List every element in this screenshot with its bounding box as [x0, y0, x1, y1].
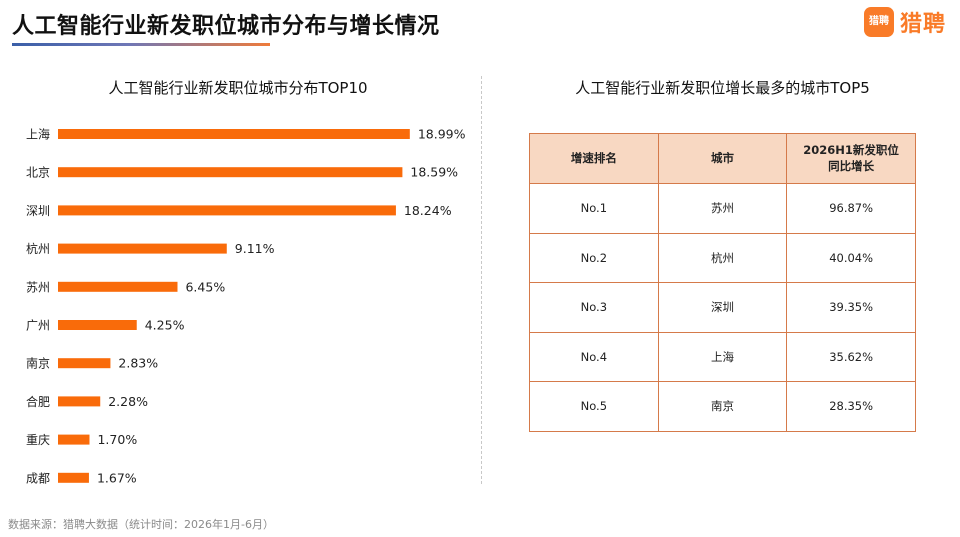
category-label: 重庆: [26, 433, 50, 447]
bar-chart: 上海 18.99% 北京 18.59% 深圳 18.24% 杭州 9.11% 苏州 6.45% 广州…: [26, 127, 466, 486]
bar: [58, 281, 178, 292]
value-label: 1.67%: [97, 470, 137, 485]
growth-cell: 96.87%: [786, 183, 916, 234]
title-underline: [12, 43, 270, 46]
table-row: No.2 杭州 40.04%: [529, 232, 916, 283]
chart-title: 人工智能行业新发职位城市分布TOP10: [108, 79, 368, 97]
table-header-row: 增速排名 城市 2026H1新发职位 同比增长: [529, 133, 916, 184]
city-cell: 深圳: [657, 282, 788, 333]
bar: [58, 434, 90, 445]
rank-cell: No.2: [529, 232, 659, 283]
growth-cell: 39.35%: [786, 282, 916, 333]
city-cell: 南京: [657, 381, 788, 432]
section-divider: [481, 76, 482, 484]
value-label: 9.11%: [235, 241, 275, 256]
header-city-label: 城市: [710, 150, 734, 165]
category-label: 广州: [26, 319, 50, 333]
bar: [58, 129, 410, 139]
header-rank: 增速排名: [529, 133, 659, 184]
value-label: 2.28%: [108, 394, 148, 409]
category-label: 北京: [26, 166, 50, 180]
rank-cell: No.5: [529, 381, 659, 432]
bar: [58, 320, 137, 330]
city-cell: 上海: [657, 331, 788, 382]
table-row: No.5 南京 28.35%: [529, 381, 916, 432]
value-label: 1.70%: [97, 432, 137, 447]
category-label: 合肥: [26, 394, 50, 409]
brand-name: 猎聘: [899, 12, 946, 37]
growth-cell: 40.04%: [786, 232, 916, 283]
table-row: No.1 苏州 96.87%: [529, 183, 916, 234]
category-label: 成都: [26, 471, 50, 485]
table-title: 人工智能行业新发职位增长最多的城市TOP5: [575, 79, 870, 97]
data-source-note: 数据来源：猎聘大数据（统计时间：2026年1月-6月）: [8, 518, 274, 531]
table-row: No.4 上海 35.62%: [529, 331, 916, 382]
category-label: 上海: [26, 127, 50, 142]
brand-logo: 猎聘 猎聘: [863, 6, 946, 38]
value-label: 6.45%: [185, 279, 225, 294]
city-cell: 杭州: [657, 232, 788, 283]
bar: [58, 396, 101, 407]
category-label: 南京: [26, 356, 50, 371]
value-label: 18.24%: [404, 203, 452, 218]
header-city: 城市: [657, 133, 788, 184]
page-title: 人工智能行业新发职位城市分布与增长情况: [12, 14, 440, 39]
value-label: 4.25%: [145, 318, 185, 333]
header-growth-label-line1: 2026H1新发职位: [803, 142, 899, 157]
rank-cell: No.1: [529, 183, 659, 234]
growth-cell: 35.62%: [786, 331, 916, 382]
value-label: 18.59%: [410, 165, 458, 180]
value-label: 2.83%: [118, 356, 158, 371]
bar: [58, 472, 89, 483]
growth-ranking-table: 增速排名 城市 2026H1新发职位 同比增长 No.1 苏州 96.87% N…: [529, 133, 916, 432]
category-label: 深圳: [26, 204, 50, 218]
category-label: 杭州: [26, 241, 50, 256]
bar: [58, 358, 111, 369]
table-row: No.3 深圳 39.35%: [529, 282, 916, 333]
header-growth: 2026H1新发职位 同比增长: [786, 133, 916, 184]
city-cell: 苏州: [657, 183, 788, 234]
brand-badge-icon: 猎聘: [863, 7, 894, 37]
header-rank-label: 增速排名: [570, 150, 617, 165]
bar: [58, 205, 396, 216]
value-label: 18.99%: [418, 127, 466, 142]
bar: [58, 167, 403, 178]
growth-cell: 28.35%: [786, 381, 916, 432]
category-label: 苏州: [26, 280, 50, 294]
rank-cell: No.4: [529, 331, 659, 382]
rank-cell: No.3: [529, 282, 659, 333]
header-growth-label-line2: 同比增长: [828, 158, 875, 173]
bar: [58, 243, 227, 254]
